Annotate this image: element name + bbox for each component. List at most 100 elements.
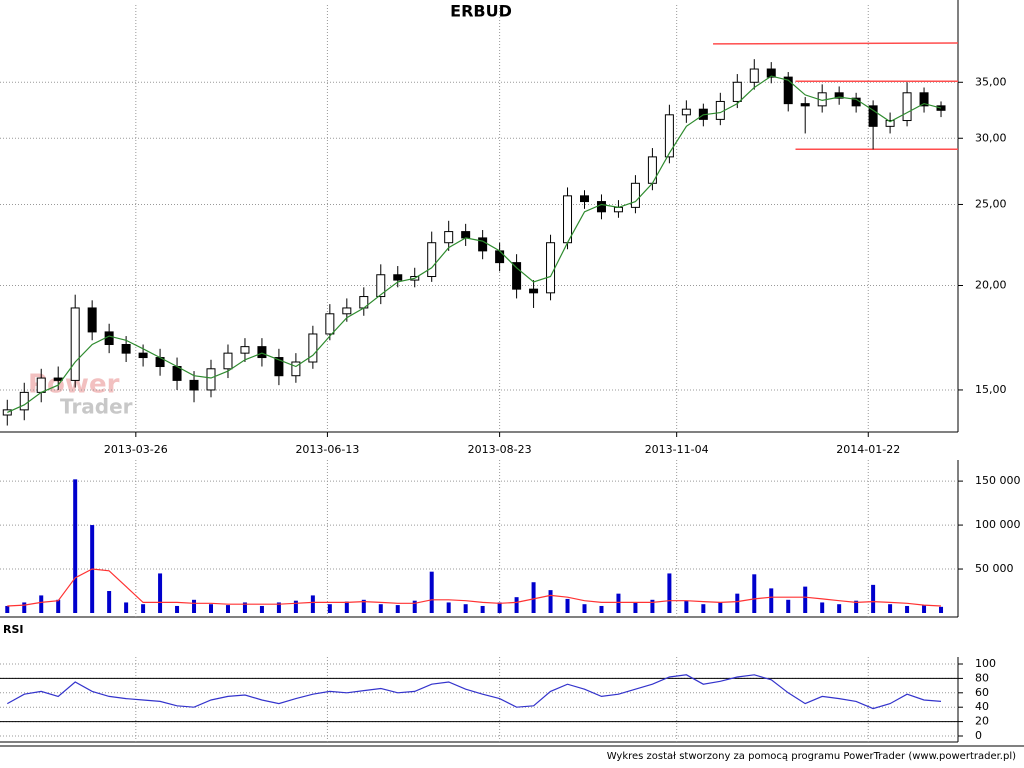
volume-bar <box>480 605 485 613</box>
candle-body <box>342 307 352 315</box>
volume-bar <box>531 582 536 613</box>
volume-bar <box>209 604 214 613</box>
candle-body <box>393 274 403 281</box>
candle-body <box>104 331 114 346</box>
candle-body <box>749 68 759 83</box>
volume-bar <box>820 602 825 613</box>
volume-bar <box>175 605 180 613</box>
volume-bar <box>293 600 298 613</box>
rsi-line <box>7 674 942 710</box>
volume-bar <box>276 602 281 613</box>
candle-body <box>36 377 46 393</box>
volume-bar <box>192 599 197 613</box>
candle-body <box>681 108 691 116</box>
volume-bar <box>548 590 553 613</box>
candle-body <box>121 344 131 354</box>
volume-bar <box>242 602 247 613</box>
candle-body <box>19 391 29 411</box>
volume-bar <box>905 605 910 613</box>
volume-bar <box>871 584 876 613</box>
candle-body <box>240 346 250 354</box>
candle-body <box>2 409 12 416</box>
candle-body <box>715 100 725 120</box>
y-tick-label: 20,00 <box>975 278 1007 291</box>
candle-body <box>546 242 556 294</box>
volume-bar <box>718 602 723 613</box>
x-tick-label: 2013-11-04 <box>645 443 709 456</box>
volume-average <box>7 568 942 607</box>
x-tick-label: 2013-03-26 <box>104 443 168 456</box>
candle-body <box>376 274 386 298</box>
volume-bar <box>582 604 587 613</box>
y-tick-label: 100 <box>975 657 996 670</box>
candle-body <box>223 352 233 370</box>
volume-bar <box>939 606 944 613</box>
volume-bar <box>327 604 332 613</box>
candle-body <box>563 195 573 244</box>
volume-bar <box>259 605 264 613</box>
candle-body <box>800 103 810 107</box>
y-tick-label: 15,00 <box>975 383 1007 396</box>
y-tick-label: 35,00 <box>975 75 1007 88</box>
candle-body <box>495 250 505 264</box>
candle-body <box>444 231 454 244</box>
volume-bar <box>633 602 638 613</box>
y-tick-label: 40 <box>975 700 989 713</box>
volume-bar <box>752 574 757 613</box>
volume-bar <box>141 604 146 613</box>
candle-body <box>461 231 471 239</box>
volume-bar <box>854 600 859 613</box>
candle-body <box>596 201 606 213</box>
candle-body <box>732 81 742 102</box>
volume-bar <box>395 605 400 613</box>
volume-bar <box>514 597 519 613</box>
candle-body <box>291 361 301 377</box>
footer: Wykres został stworzony za pomocą progra… <box>607 751 1016 762</box>
volume-bar <box>412 600 417 613</box>
volume-bar <box>803 586 808 613</box>
y-tick-label: 50 000 <box>975 562 1014 575</box>
candle-body <box>53 377 63 381</box>
candle-body <box>512 262 522 290</box>
moving-average <box>7 75 942 413</box>
candle-body <box>834 92 844 99</box>
candle-body <box>936 105 946 111</box>
rsi-label: RSI <box>3 623 24 636</box>
candle-body <box>427 242 437 278</box>
volume-bar <box>73 479 78 613</box>
volume-bar <box>650 599 655 613</box>
x-tick-label: 2013-06-13 <box>295 443 359 456</box>
candle-body <box>783 76 793 105</box>
volume-bar <box>769 588 774 613</box>
candle-body <box>919 92 929 107</box>
volume-bar <box>497 602 502 613</box>
candle-body <box>257 346 267 359</box>
candle-body <box>613 206 623 213</box>
x-tick-label: 2014-01-22 <box>836 443 900 456</box>
candle-body <box>138 352 148 359</box>
watermark: Trader <box>60 395 133 419</box>
volume-bar <box>39 595 44 613</box>
volume-bar <box>701 604 706 613</box>
candle-body <box>206 368 216 391</box>
y-tick-label: 100 000 <box>975 518 1021 531</box>
y-tick-label: 80 <box>975 671 989 684</box>
candle-body <box>664 114 674 158</box>
volume-bar <box>107 591 112 613</box>
candle-body <box>630 182 640 208</box>
candle-body <box>308 333 318 363</box>
volume-bar <box>684 600 689 613</box>
y-tick-label: 150 000 <box>975 474 1021 487</box>
volume-bar <box>735 593 740 613</box>
candle-body <box>868 105 878 127</box>
volume-bar <box>344 601 349 613</box>
volume-bar <box>565 598 570 613</box>
chart-title: ERBUD <box>450 2 512 21</box>
volume-bar <box>463 604 468 613</box>
trend-line <box>713 42 959 45</box>
volume-bar <box>446 602 451 613</box>
candle-body <box>189 379 199 391</box>
